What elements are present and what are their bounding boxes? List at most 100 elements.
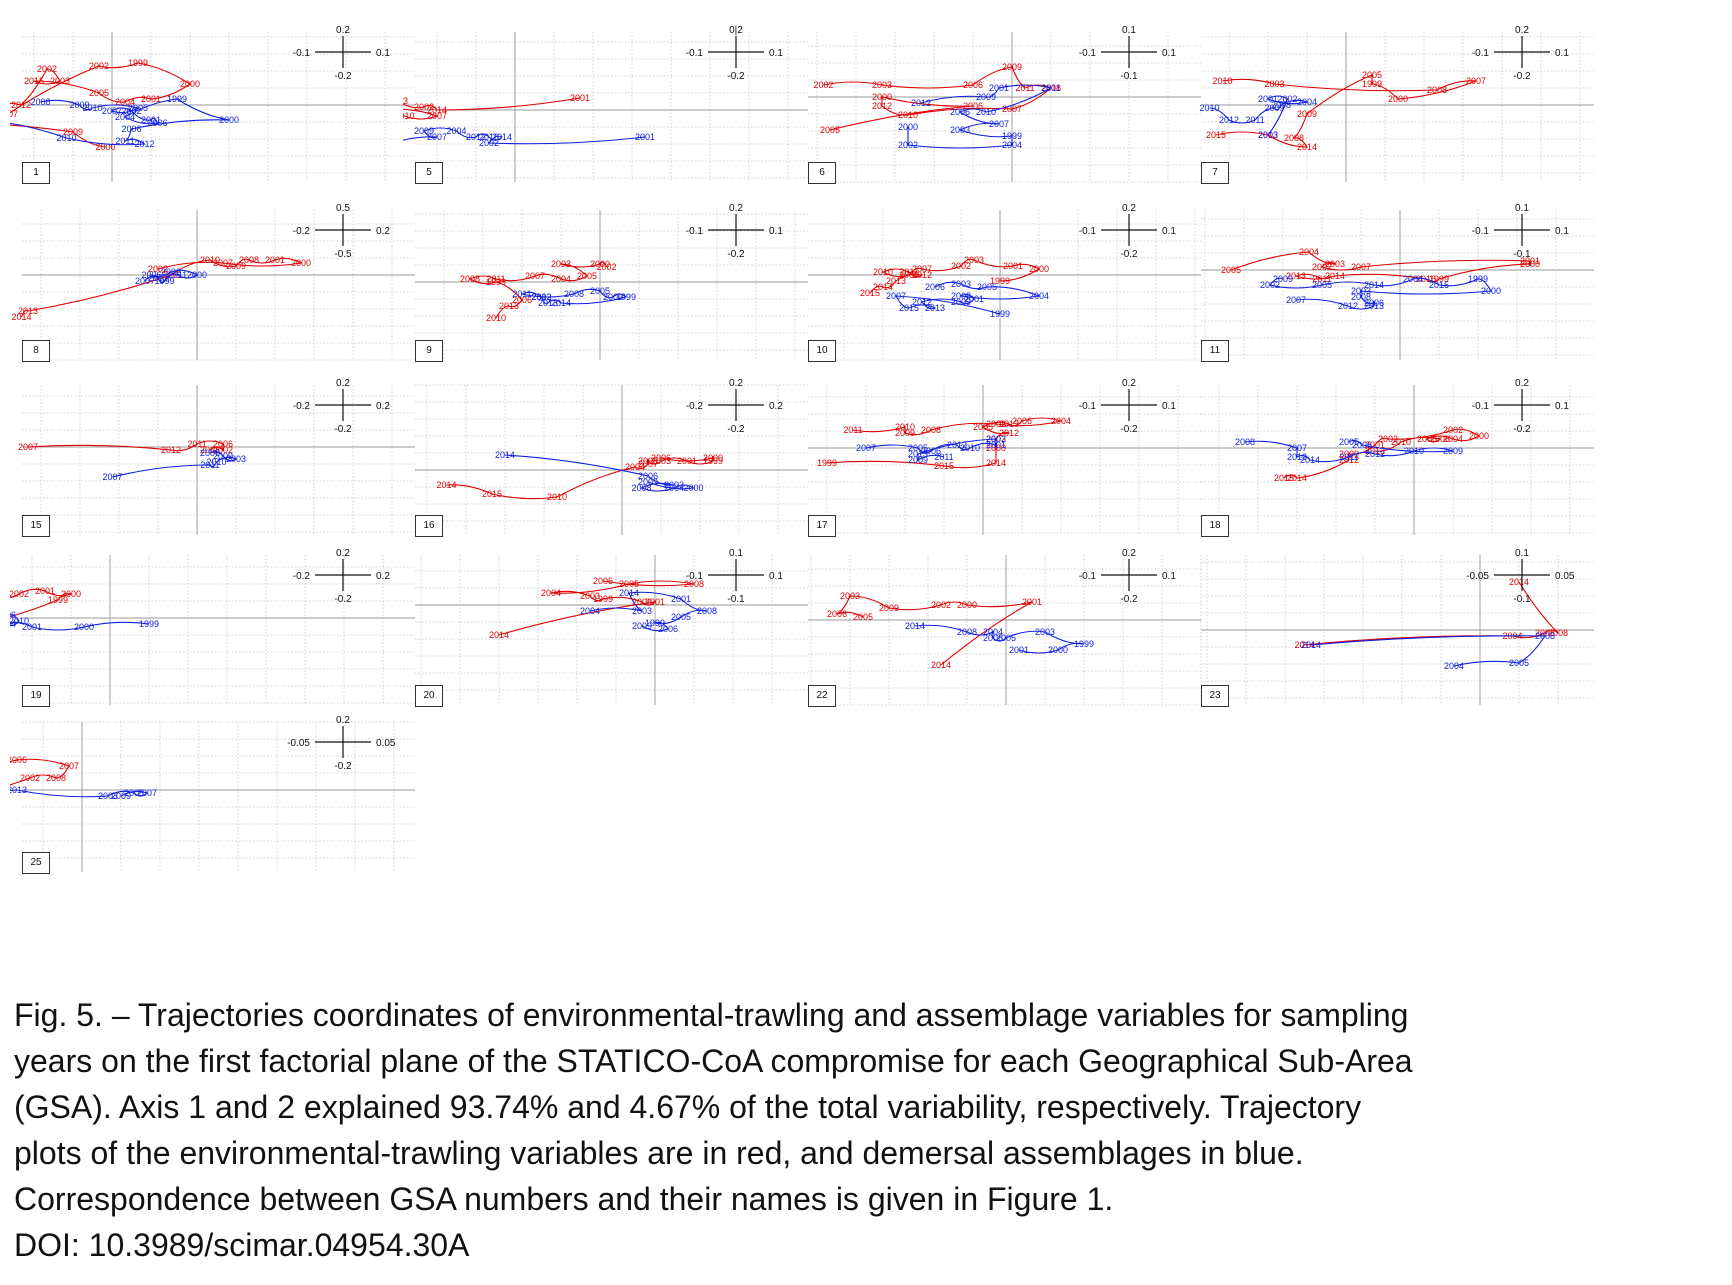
scale-left-label: -0.1 xyxy=(1472,401,1490,412)
year-label: 2009 xyxy=(1002,62,1022,72)
year-label: 2011 xyxy=(512,289,531,299)
year-label: 2002 xyxy=(20,773,40,783)
panel-gsa-22: 2014 2001 2000 2002 2009 2003 2006 2005 2014 2008… xyxy=(796,545,1216,710)
year-label: 2014 xyxy=(551,298,571,308)
year-label: 2002 xyxy=(1443,425,1463,435)
year-label: 2009 xyxy=(908,455,928,465)
year-label: 2001 xyxy=(1520,256,1540,266)
year-label: 1999 xyxy=(154,276,174,286)
year-label: 2012 xyxy=(11,100,31,110)
year-label: 2002 xyxy=(986,434,1006,444)
year-label: 2007 xyxy=(18,442,38,452)
scale-cross: 0.1 -0.1 -0.1 0.1 xyxy=(686,548,784,605)
year-label: 2002 xyxy=(813,80,833,90)
year-label: 2014 xyxy=(619,588,639,598)
year-label: 2009 xyxy=(1273,274,1293,284)
trajectory-plot: 2015201420122009200120032002200020042005… xyxy=(1201,378,1594,535)
year-label: 2015 xyxy=(860,288,880,298)
year-label: 2010 xyxy=(82,103,102,113)
year-label: 2010 xyxy=(479,132,499,142)
year-label: 2001 xyxy=(635,132,655,142)
year-label: 2006 xyxy=(10,610,16,620)
year-label: 2004 xyxy=(580,606,600,616)
scale-up-label: 0.2 xyxy=(336,548,350,559)
year-label: 2006 xyxy=(963,80,983,90)
year-label: 2012 xyxy=(466,132,486,142)
panel-gsa-19: 2007200920082003200220012000199920142014… xyxy=(10,545,430,710)
gsa-number-label: 16 xyxy=(415,515,443,537)
year-label: 2010 xyxy=(403,111,415,121)
year-label: 2000 xyxy=(1481,286,1501,296)
scale-right-label: 0.1 xyxy=(1555,48,1569,59)
year-label: 2009 xyxy=(638,477,658,487)
year-label: 2008 xyxy=(46,773,66,783)
year-label: 2010 xyxy=(10,616,29,626)
year-label: 2010 xyxy=(976,107,996,117)
scale-down-label: -0.2 xyxy=(1120,249,1138,260)
year-label: 1999 xyxy=(1429,274,1449,284)
scale-cross: 0.2 -0.2 -0.1 0.1 xyxy=(1079,378,1177,435)
scale-down-label: -0.2 xyxy=(727,71,745,82)
year-label: 2012 xyxy=(1365,449,1385,459)
year-label: 2012 xyxy=(1339,455,1359,465)
trajectory-figure: 2013201420082012200220032015200520042001… xyxy=(10,22,1609,874)
year-label: 2012 xyxy=(531,292,551,302)
scale-up-label: 0.2 xyxy=(336,378,350,389)
scale-right-label: 0.1 xyxy=(1555,401,1569,412)
year-label: 2004 xyxy=(446,126,466,136)
scale-right-label: 0.1 xyxy=(1162,226,1176,237)
year-label: 2004 xyxy=(541,588,561,598)
scale-up-label: 0.1 xyxy=(729,548,743,559)
year-label: 2001 xyxy=(986,440,1006,450)
year-label: 2013 xyxy=(1365,446,1385,456)
year-label: 2003 xyxy=(1264,79,1284,89)
year-label: 2001 xyxy=(1009,645,1029,655)
year-label: 2000 xyxy=(180,79,200,89)
year-label: 2002 xyxy=(1260,280,1280,290)
scale-up-label: 0.2 xyxy=(729,203,743,214)
scale-up-label: 0.2 xyxy=(1515,378,1529,389)
year-label: 2008 xyxy=(921,425,941,435)
scale-right-label: 0.1 xyxy=(1162,571,1176,582)
year-label: 2006 xyxy=(1535,628,1555,638)
year-label: 2003 xyxy=(964,255,984,265)
scale-left-label: -0.2 xyxy=(686,401,704,412)
year-label: 2002 xyxy=(89,61,109,71)
year-label: 2010 xyxy=(206,457,226,467)
year-label: 2010 xyxy=(547,492,567,502)
year-label: 2002 xyxy=(37,64,57,74)
year-label: 2001 xyxy=(141,115,161,125)
year-label: 2003 xyxy=(1035,627,1055,637)
year-label: 1999 xyxy=(48,595,68,605)
year-label: 2002 xyxy=(596,262,616,272)
year-label: 2013 xyxy=(999,419,1019,429)
assemblage-trajectory-line xyxy=(865,438,997,462)
year-label: 2007 xyxy=(137,788,157,798)
year-label: 2014 xyxy=(931,660,951,670)
year-label: 2002 xyxy=(931,600,951,610)
year-label: 2014 xyxy=(495,450,515,460)
year-label: 2008 xyxy=(460,274,480,284)
year-label: 2010 xyxy=(1199,103,1219,113)
year-label: 2005 xyxy=(128,103,148,113)
year-label: 2000 xyxy=(590,259,610,269)
year-label: 2014 xyxy=(11,312,31,322)
panel-gsa-7: 2015 2013 2014 2008 2009 2005 1999 2000 2007 2008… xyxy=(1189,22,1609,187)
year-label: 2012 xyxy=(1338,301,1358,311)
year-label: 1999 xyxy=(167,94,187,104)
year-label: 2006 xyxy=(1364,298,1384,308)
gsa-number-label: 1 xyxy=(22,162,50,184)
env-trajectory-line xyxy=(826,417,1064,469)
year-label: 2014 xyxy=(492,132,512,142)
year-label: 2013 xyxy=(538,298,558,308)
year-label: 2007 xyxy=(1351,262,1371,272)
year-label: 2010 xyxy=(873,267,893,277)
gsa-number-label: 25 xyxy=(22,852,50,874)
year-label: 1999 xyxy=(593,594,613,604)
scale-cross: 0.2 -0.2 -0.1 0.1 xyxy=(1079,548,1177,605)
year-label: 2000 xyxy=(683,483,703,493)
year-label: 1999 xyxy=(645,618,665,628)
scale-left-label: -0.1 xyxy=(686,48,704,59)
